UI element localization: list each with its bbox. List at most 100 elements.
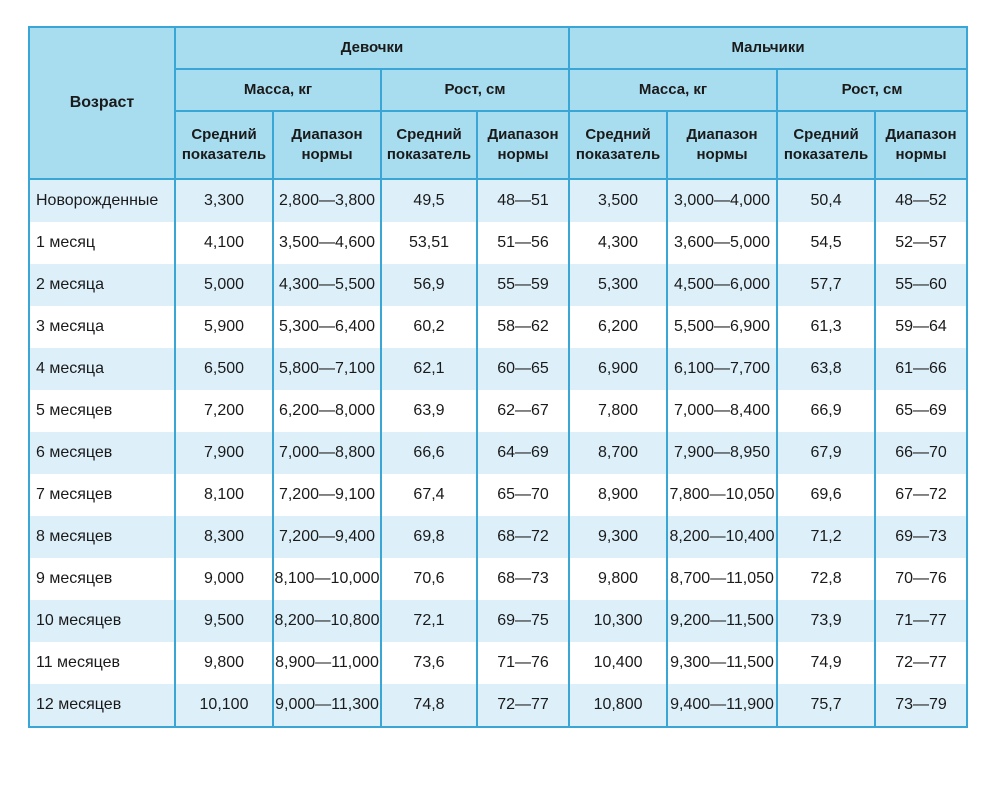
girls-mass-range-cell: 8,200—10,800 — [272, 600, 382, 642]
boys-mass-range-header: Диапазон нормы — [666, 110, 779, 180]
boys-mass-avg-cell: 6,900 — [568, 348, 669, 390]
age-column-header: Возраст — [28, 26, 176, 180]
age-cell: 10 месяцев — [28, 600, 176, 642]
boys-mass-avg-cell: 8,700 — [568, 432, 669, 474]
girls-height-range-cell: 62—67 — [475, 390, 571, 432]
boys-height-range-cell: 69—73 — [874, 516, 969, 558]
girls-height-range-cell: 71—76 — [475, 642, 571, 684]
table-body: Новорожденные 3,300 2,800—3,800 49,5 48—… — [28, 179, 969, 728]
age-cell: 4 месяца — [28, 348, 176, 390]
avg-label-line1: Средний — [191, 126, 257, 143]
age-cell: 2 месяца — [28, 264, 176, 306]
boys-mass-range-cell: 8,200—10,400 — [666, 516, 779, 558]
girls-height-avg-header: Средний показатель — [380, 110, 478, 180]
boys-height-range-cell: 55—60 — [874, 264, 969, 306]
girls-height-range-cell: 69—75 — [475, 600, 571, 642]
age-cell: 7 месяцев — [28, 474, 176, 516]
boys-mass-avg-cell: 4,300 — [568, 222, 669, 264]
boys-height-range-header: Диапазон нормы — [874, 110, 969, 180]
boys-height-avg-cell: 74,9 — [776, 642, 877, 684]
boys-mass-range-cell: 7,000—8,400 — [666, 390, 779, 432]
range-label-line1: Диапазон — [686, 126, 758, 143]
boys-height-range-cell: 65—69 — [874, 390, 969, 432]
girls-height-avg-cell: 49,5 — [380, 179, 478, 222]
boys-mass-range-cell: 4,500—6,000 — [666, 264, 779, 306]
boys-height-avg-cell: 63,8 — [776, 348, 877, 390]
avg-label-line2: показатель — [575, 146, 661, 163]
table-row: 11 месяцев 9,800 8,900—11,000 73,6 71—76… — [28, 642, 969, 684]
table-row: Новорожденные 3,300 2,800—3,800 49,5 48—… — [28, 179, 969, 222]
girls-mass-avg-cell: 10,100 — [174, 684, 274, 728]
girls-height-avg-cell: 73,6 — [380, 642, 478, 684]
range-label-line1: Диапазон — [291, 126, 363, 143]
table-row: 3 месяца 5,900 5,300—6,400 60,2 58—62 6,… — [28, 306, 969, 348]
boys-height-range-cell: 59—64 — [874, 306, 969, 348]
range-label-line1: Диапазон — [885, 126, 957, 143]
boys-height-range-cell: 67—72 — [874, 474, 969, 516]
boys-mass-avg-cell: 8,900 — [568, 474, 669, 516]
range-label-line2: нормы — [895, 146, 947, 163]
girls-height-avg-cell: 70,6 — [380, 558, 478, 600]
girls-height-range-cell: 60—65 — [475, 348, 571, 390]
table-row: 6 месяцев 7,900 7,000—8,800 66,6 64—69 8… — [28, 432, 969, 474]
boys-mass-avg-cell: 7,800 — [568, 390, 669, 432]
table-row: 12 месяцев 10,100 9,000—11,300 74,8 72—7… — [28, 684, 969, 728]
girls-height-avg-cell: 66,6 — [380, 432, 478, 474]
girls-mass-avg-cell: 9,800 — [174, 642, 274, 684]
range-label-line2: нормы — [696, 146, 748, 163]
age-cell: 9 месяцев — [28, 558, 176, 600]
girls-mass-range-cell: 2,800—3,800 — [272, 179, 382, 222]
avg-label-line2: показатель — [386, 146, 472, 163]
girls-height-avg-cell: 72,1 — [380, 600, 478, 642]
boys-height-header: Рост, см — [776, 68, 969, 112]
boys-height-range-cell: 73—79 — [874, 684, 969, 728]
girls-mass-range-header: Диапазон нормы — [272, 110, 382, 180]
boys-height-range-cell: 66—70 — [874, 432, 969, 474]
boys-mass-range-cell: 6,100—7,700 — [666, 348, 779, 390]
boys-height-range-cell: 52—57 — [874, 222, 969, 264]
table-row: 8 месяцев 8,300 7,200—9,400 69,8 68—72 9… — [28, 516, 969, 558]
boys-height-range-cell: 71—77 — [874, 600, 969, 642]
boys-mass-avg-cell: 9,800 — [568, 558, 669, 600]
girls-group-header: Девочки — [173, 26, 571, 70]
avg-label-line1: Средний — [793, 126, 859, 143]
boys-height-avg-cell: 75,7 — [776, 684, 877, 728]
girls-height-range-cell: 68—72 — [475, 516, 571, 558]
boys-height-avg-cell: 67,9 — [776, 432, 877, 474]
girls-mass-range-cell: 5,800—7,100 — [272, 348, 382, 390]
boys-mass-avg-header: Средний показатель — [568, 110, 669, 180]
table-row: 2 месяца 5,000 4,300—5,500 56,9 55—59 5,… — [28, 264, 969, 306]
age-cell: 3 месяца — [28, 306, 176, 348]
girls-height-range-header: Диапазон нормы — [475, 110, 571, 180]
boys-mass-range-cell: 9,300—11,500 — [666, 642, 779, 684]
boys-mass-range-cell: 5,500—6,900 — [666, 306, 779, 348]
boys-height-avg-cell: 61,3 — [776, 306, 877, 348]
girls-height-range-cell: 65—70 — [475, 474, 571, 516]
boys-height-avg-cell: 50,4 — [776, 179, 877, 222]
range-label-line2: нормы — [301, 146, 353, 163]
age-cell: 6 месяцев — [28, 432, 176, 474]
boys-height-avg-cell: 57,7 — [776, 264, 877, 306]
girls-mass-header: Масса, кг — [174, 68, 382, 112]
girls-height-avg-cell: 62,1 — [380, 348, 478, 390]
girls-height-range-cell: 72—77 — [475, 684, 571, 728]
girls-mass-avg-cell: 9,500 — [174, 600, 274, 642]
boys-height-avg-cell: 73,9 — [776, 600, 877, 642]
boys-mass-avg-cell: 6,200 — [568, 306, 669, 348]
range-label-line2: нормы — [497, 146, 549, 163]
girls-height-range-cell: 68—73 — [475, 558, 571, 600]
girls-mass-range-cell: 3,500—4,600 — [272, 222, 382, 264]
girls-height-avg-cell: 67,4 — [380, 474, 478, 516]
boys-group-header: Мальчики — [568, 26, 969, 70]
boys-mass-avg-cell: 5,300 — [568, 264, 669, 306]
age-cell: 8 месяцев — [28, 516, 176, 558]
girls-mass-avg-cell: 5,900 — [174, 306, 274, 348]
girls-mass-avg-cell: 8,100 — [174, 474, 274, 516]
age-cell: 11 месяцев — [28, 642, 176, 684]
boys-mass-range-cell: 7,900—8,950 — [666, 432, 779, 474]
age-cell: 5 месяцев — [28, 390, 176, 432]
girls-height-avg-cell: 53,51 — [380, 222, 478, 264]
table-row: 9 месяцев 9,000 8,100—10,000 70,6 68—73 … — [28, 558, 969, 600]
boys-mass-range-cell: 9,200—11,500 — [666, 600, 779, 642]
table-row: 10 месяцев 9,500 8,200—10,800 72,1 69—75… — [28, 600, 969, 642]
